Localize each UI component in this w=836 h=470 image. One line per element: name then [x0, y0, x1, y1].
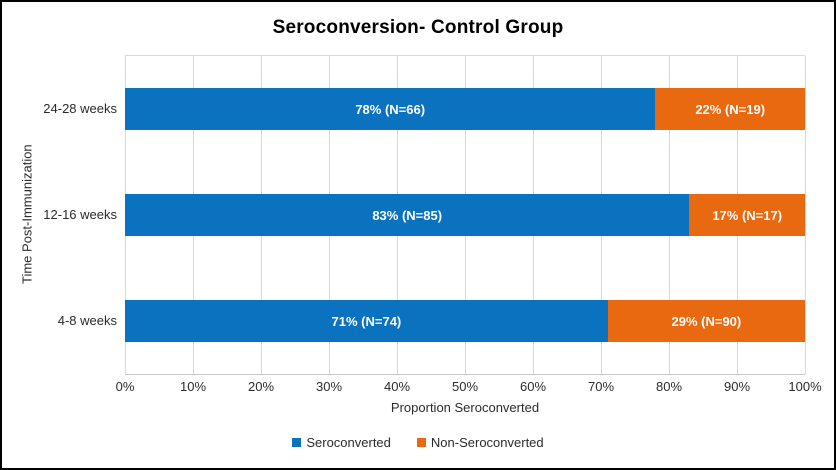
legend-swatch-non-seroconverted: [416, 438, 426, 447]
legend-label: Non-Seroconverted: [430, 435, 544, 450]
stacked-bar: 71% (N=74) 29% (N=90): [125, 300, 805, 342]
bar-band: 83% (N=85) 17% (N=17): [125, 162, 805, 268]
stacked-bar: 83% (N=85) 17% (N=17): [125, 194, 805, 236]
x-tick-label: 80%: [655, 379, 683, 394]
legend-item-seroconverted: Seroconverted: [292, 435, 391, 450]
legend-label: Seroconverted: [306, 435, 391, 450]
gridline: [804, 56, 806, 374]
x-tick-label: 50%: [451, 379, 479, 394]
y-category-label: 24-28 weeks: [43, 100, 117, 116]
plot-area: 78% (N=66) 22% (N=19) 83% (N=85) 17% (N=17)…: [124, 55, 806, 375]
legend-item-non-seroconverted: Non-Seroconverted: [416, 435, 544, 450]
bar-segment-label: 17% (N=17): [712, 207, 783, 223]
bar-segment-label: 78% (N=66): [355, 101, 426, 117]
chart-title: Seroconversion- Control Group: [272, 17, 564, 38]
bar-band: 78% (N=66) 22% (N=19): [125, 56, 805, 162]
bar-segment-label: 71% (N=74): [331, 313, 402, 329]
x-tick-label: 10%: [179, 379, 207, 394]
bar-segment-non-seroconverted: 17% (N=17): [689, 194, 805, 236]
stacked-bar: 78% (N=66) 22% (N=19): [125, 88, 805, 130]
bar-segment-seroconverted: 78% (N=66): [125, 88, 656, 130]
x-tick-label: 40%: [383, 379, 411, 394]
x-tick-label: 0%: [115, 379, 135, 394]
x-tick-label: 20%: [247, 379, 275, 394]
y-category-label: 4-8 weeks: [57, 312, 117, 328]
bar-segment-non-seroconverted: 29% (N=90): [607, 300, 805, 342]
x-axis-title: Proportion Seroconverted: [390, 400, 540, 415]
legend: Seroconverted Non-Seroconverted: [2, 435, 834, 450]
x-tick-label: 70%: [587, 379, 615, 394]
y-category-label: 12-16 weeks: [43, 206, 117, 222]
bar-bands: 78% (N=66) 22% (N=19) 83% (N=85) 17% (N=17)…: [125, 56, 805, 374]
x-tick-label: 90%: [723, 379, 751, 394]
x-tick-label: 60%: [519, 379, 547, 394]
bar-segment-seroconverted: 83% (N=85): [125, 194, 690, 236]
y-axis-category-labels: 24-28 weeks 12-16 weeks 4-8 weeks: [2, 55, 117, 373]
bar-segment-seroconverted: 71% (N=74): [125, 300, 608, 342]
bar-segment-label: 83% (N=85): [372, 207, 443, 223]
x-tick-label: 100%: [788, 379, 822, 394]
x-tick-label: 30%: [315, 379, 343, 394]
legend-swatch-seroconverted: [292, 438, 302, 447]
bar-segment-label: 29% (N=90): [671, 313, 742, 329]
bar-segment-non-seroconverted: 22% (N=19): [655, 88, 805, 130]
bar-segment-label: 22% (N=19): [695, 101, 766, 117]
bar-band: 71% (N=74) 29% (N=90): [125, 268, 805, 374]
x-axis-tick-labels: 0% 10% 20% 30% 40% 50% 60% 70% 80% 90% 100%: [116, 379, 822, 395]
